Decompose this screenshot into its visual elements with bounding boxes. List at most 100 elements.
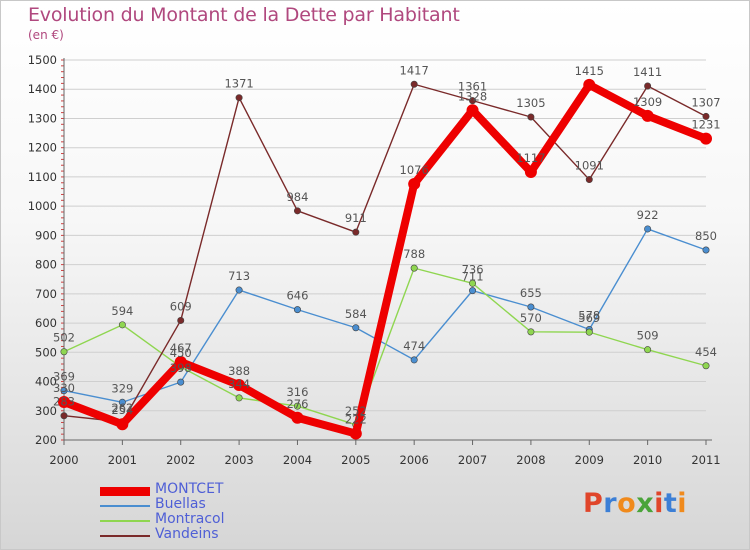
data-label: 850 <box>695 229 717 243</box>
data-point <box>702 246 710 254</box>
grid-lines <box>64 59 706 441</box>
data-point <box>700 132 712 145</box>
data-point <box>527 328 535 336</box>
data-label: 584 <box>345 307 367 321</box>
data-label: 316 <box>286 385 308 399</box>
data-point <box>466 104 479 117</box>
y-tick-label: 500 <box>35 345 57 359</box>
data-label: 788 <box>403 247 425 261</box>
data-label: 594 <box>111 304 133 318</box>
legend-label: MONTCET <box>155 481 224 497</box>
data-point <box>118 321 126 329</box>
data-label: 1361 <box>458 80 487 94</box>
y-tick-label: 1300 <box>28 111 57 125</box>
legend-label: Montracol <box>155 511 225 527</box>
data-label: 1371 <box>224 77 253 91</box>
x-tick-label: 2009 <box>575 453 604 467</box>
x-tick-label: 2008 <box>516 453 545 467</box>
data-point <box>293 402 301 410</box>
data-label: 329 <box>111 381 133 395</box>
data-label: 1076 <box>400 163 429 177</box>
data-point <box>60 412 68 420</box>
data-point <box>469 97 477 105</box>
data-label: 450 <box>170 346 192 360</box>
data-point <box>177 316 185 324</box>
data-label: 984 <box>286 190 308 204</box>
legend-label: Buellas <box>155 496 206 512</box>
data-point <box>118 398 126 406</box>
data-point <box>583 78 596 91</box>
data-label: 467 <box>170 341 192 355</box>
data-label: 736 <box>462 262 484 276</box>
proxiti-logo: Proxiti <box>583 488 687 519</box>
data-label: 922 <box>637 208 659 222</box>
legend-label: Vandeins <box>155 526 219 542</box>
y-tick-label: 700 <box>35 287 57 301</box>
data-label: 1328 <box>458 89 487 103</box>
data-point <box>644 346 652 354</box>
data-label: 276 <box>286 397 308 411</box>
series-line-vandeins <box>63 83 707 423</box>
data-label: 713 <box>228 269 250 283</box>
x-tick-label: 2000 <box>49 453 78 467</box>
data-point <box>291 411 304 424</box>
data-point <box>641 109 654 122</box>
data-point <box>469 279 477 287</box>
data-label: 502 <box>53 331 75 345</box>
y-tick-label: 1400 <box>28 82 57 96</box>
data-label: 252 <box>345 404 367 418</box>
data-point <box>527 113 535 121</box>
chart-title: Evolution du Montant de la Dette par Hab… <box>28 4 460 26</box>
x-tick-label: 2007 <box>458 453 487 467</box>
data-point <box>644 225 652 233</box>
data-label: 569 <box>578 311 600 325</box>
data-point <box>410 264 418 272</box>
data-point <box>410 80 418 88</box>
data-point <box>116 418 129 431</box>
logo-letter: r <box>603 488 618 519</box>
axes: 200 300 400 500 600 700 800 900 1000 1100 1200 1300… <box>28 53 721 467</box>
data-point <box>235 94 243 102</box>
data-point <box>235 286 243 294</box>
data-point <box>352 324 360 332</box>
data-point <box>293 306 301 314</box>
data-label: 222 <box>345 413 367 427</box>
data-point <box>524 165 537 178</box>
data-point <box>527 303 535 311</box>
x-tick-label: 2006 <box>400 453 429 467</box>
data-label: 369 <box>53 370 75 384</box>
data-point <box>60 387 68 395</box>
data-label: 570 <box>520 311 542 325</box>
data-point <box>585 176 593 184</box>
data-point <box>349 427 362 440</box>
data-point <box>408 177 421 190</box>
logo-letter: i <box>654 488 664 519</box>
data-label: 646 <box>286 289 308 303</box>
data-label: 1117 <box>516 151 545 165</box>
series-line-buellas <box>63 228 707 403</box>
data-label: 1309 <box>633 95 662 109</box>
y-tick-label: 800 <box>35 258 57 272</box>
data-point <box>585 328 593 336</box>
x-tick-label: 2011 <box>691 453 720 467</box>
data-label: 1305 <box>516 96 545 110</box>
data-point <box>235 394 243 402</box>
data-point <box>702 362 710 370</box>
logo-letter: i <box>677 488 688 519</box>
x-tick-label: 2010 <box>633 453 662 467</box>
x-tick-label: 2005 <box>341 453 370 467</box>
data-label: 262 <box>111 401 133 415</box>
logo-letter: x <box>636 488 655 519</box>
data-label: 1417 <box>400 63 429 77</box>
data-label: 711 <box>462 270 484 284</box>
data-label: 254 <box>111 403 133 417</box>
legend-swatch <box>100 505 150 507</box>
data-point <box>352 228 360 236</box>
data-label: 1411 <box>633 65 662 79</box>
y-tick-label: 1500 <box>28 53 57 67</box>
data-point <box>177 378 185 386</box>
x-tick-label: 2002 <box>166 453 195 467</box>
y-tick-label: 300 <box>35 404 57 418</box>
data-label: 911 <box>345 211 367 225</box>
